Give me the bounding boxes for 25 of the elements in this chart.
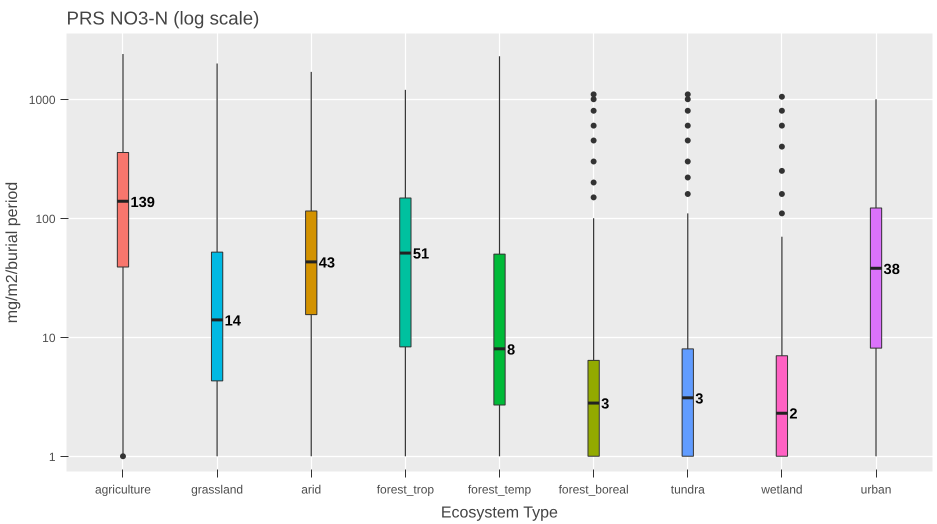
y-tick-label: 1 bbox=[48, 450, 56, 464]
x-tick-label: urban bbox=[860, 482, 892, 496]
annotation: 139 bbox=[130, 194, 155, 211]
y-tick-label: 10 bbox=[42, 330, 56, 345]
x-tick-label: grassland bbox=[191, 482, 244, 496]
x-tick-label: arid bbox=[301, 482, 322, 496]
annotation: 2 bbox=[789, 406, 798, 423]
chart-title: PRS NO3-N (log scale) bbox=[66, 8, 260, 28]
annotation: 3 bbox=[695, 391, 704, 408]
y-tick-label: 100 bbox=[35, 212, 56, 226]
x-tick-label: tundra bbox=[670, 482, 706, 496]
annotation: 43 bbox=[318, 255, 336, 272]
annotation: 51 bbox=[412, 246, 430, 263]
x-axis-title: Ecosystem Type bbox=[440, 504, 558, 522]
x-tick-label: forest_trop bbox=[376, 482, 434, 496]
x-tick-label: forest_boreal bbox=[558, 482, 629, 496]
x-tick-label: agriculture bbox=[94, 482, 152, 496]
annotation: 14 bbox=[224, 313, 242, 330]
annotation: 38 bbox=[884, 262, 900, 278]
annotation: 3 bbox=[601, 396, 610, 413]
x-tick-label: forest_temp bbox=[468, 482, 532, 496]
x-tick-label: wetland bbox=[760, 482, 803, 496]
y-axis-title: mg/m2/burial period bbox=[4, 182, 21, 324]
y-tick-label: 1000 bbox=[28, 92, 56, 107]
annotation: 8 bbox=[507, 342, 516, 358]
